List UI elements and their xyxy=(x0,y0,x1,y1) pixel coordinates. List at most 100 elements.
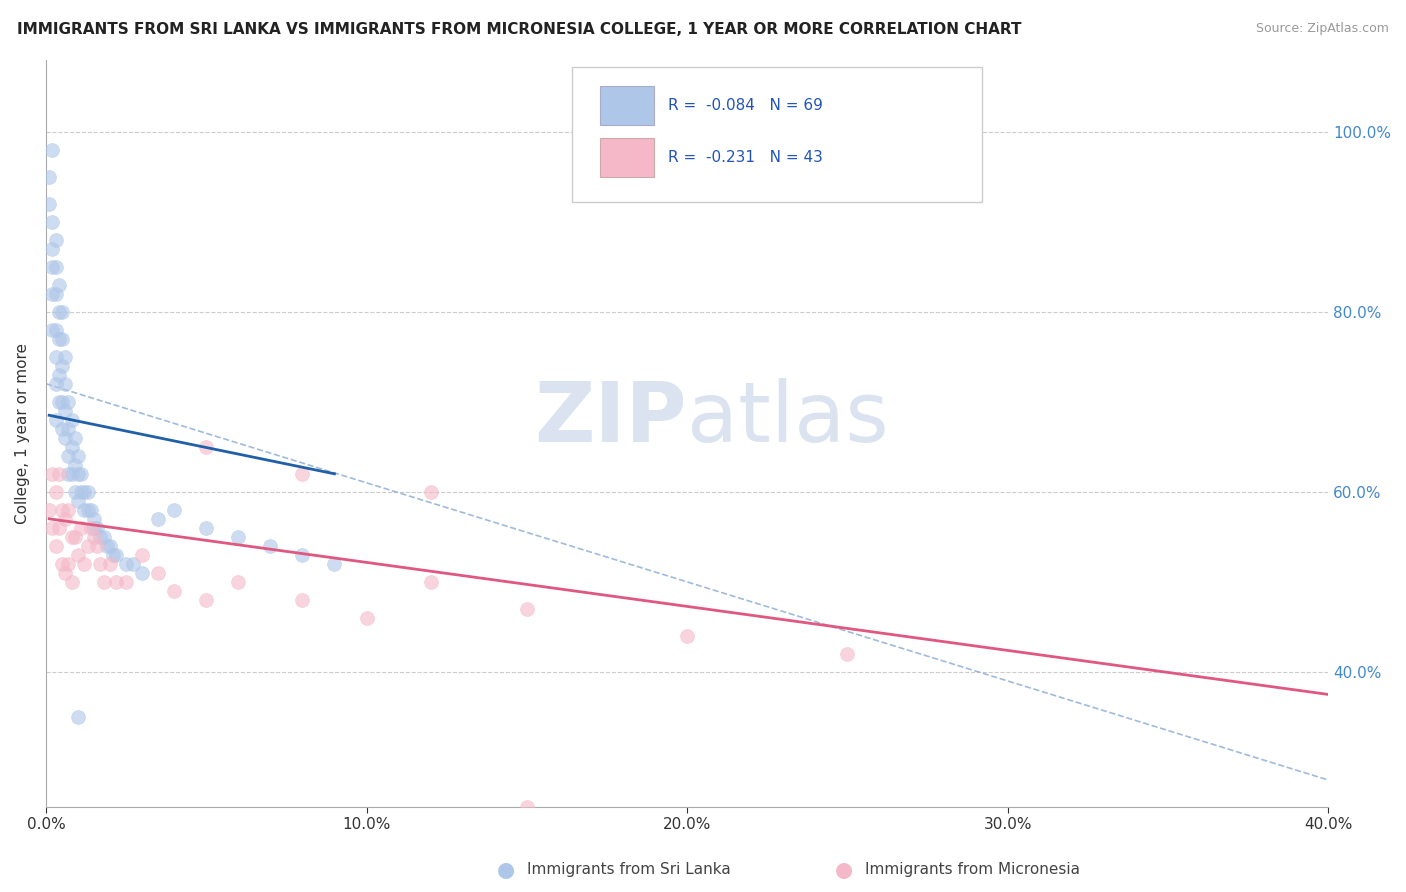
Point xyxy=(58,467,80,481)
Point xyxy=(115,557,138,571)
Point xyxy=(58,503,80,517)
Text: Immigrants from Sri Lanka: Immigrants from Sri Lanka xyxy=(527,863,731,877)
Point xyxy=(86,539,108,553)
Point xyxy=(45,323,67,337)
Point xyxy=(676,629,699,643)
Text: ●: ● xyxy=(835,860,852,880)
Point xyxy=(41,286,63,301)
Point xyxy=(105,574,128,589)
Point xyxy=(323,557,346,571)
Point xyxy=(103,548,125,562)
Point xyxy=(41,242,63,256)
Point xyxy=(60,413,83,427)
Point xyxy=(41,215,63,229)
Point xyxy=(53,350,76,364)
Point xyxy=(41,467,63,481)
Point xyxy=(76,484,98,499)
Point xyxy=(60,574,83,589)
Point xyxy=(226,530,249,544)
Point xyxy=(48,467,70,481)
Point xyxy=(45,484,67,499)
Point xyxy=(89,557,111,571)
Point xyxy=(51,557,73,571)
Point xyxy=(38,196,60,211)
Text: Immigrants from Micronesia: Immigrants from Micronesia xyxy=(865,863,1080,877)
Point xyxy=(89,530,111,544)
Text: R =  -0.084   N = 69: R = -0.084 N = 69 xyxy=(668,98,823,112)
Text: atlas: atlas xyxy=(688,378,889,458)
Point xyxy=(63,484,86,499)
Point xyxy=(98,557,121,571)
Point xyxy=(48,277,70,292)
Point xyxy=(48,304,70,318)
Point xyxy=(76,503,98,517)
Point xyxy=(63,431,86,445)
FancyBboxPatch shape xyxy=(600,86,654,125)
Point xyxy=(80,503,103,517)
Point xyxy=(66,548,89,562)
Point xyxy=(195,521,218,535)
Point xyxy=(93,530,115,544)
Point xyxy=(837,647,859,661)
Point xyxy=(53,376,76,391)
Point xyxy=(45,286,67,301)
Point xyxy=(83,521,105,535)
Point xyxy=(63,458,86,472)
Point xyxy=(58,394,80,409)
Point xyxy=(51,332,73,346)
Point xyxy=(60,530,83,544)
Point xyxy=(48,368,70,382)
Point xyxy=(38,169,60,184)
Point xyxy=(45,260,67,274)
Text: Source: ZipAtlas.com: Source: ZipAtlas.com xyxy=(1256,22,1389,36)
Point xyxy=(226,574,249,589)
Point xyxy=(41,260,63,274)
Point xyxy=(98,539,121,553)
Point xyxy=(83,530,105,544)
Point xyxy=(53,566,76,580)
Point xyxy=(66,467,89,481)
Point xyxy=(48,394,70,409)
Point xyxy=(45,413,67,427)
Point xyxy=(45,350,67,364)
Point xyxy=(259,539,281,553)
Point xyxy=(58,422,80,436)
Text: R =  -0.231   N = 43: R = -0.231 N = 43 xyxy=(668,150,823,165)
Point xyxy=(58,557,80,571)
Point xyxy=(105,548,128,562)
Point xyxy=(63,530,86,544)
Point xyxy=(48,521,70,535)
Point xyxy=(516,800,538,814)
Point xyxy=(41,323,63,337)
Point xyxy=(60,440,83,454)
Point xyxy=(53,404,76,418)
Point xyxy=(53,431,76,445)
FancyBboxPatch shape xyxy=(600,138,654,177)
Point xyxy=(66,710,89,724)
Point xyxy=(291,467,314,481)
Point xyxy=(121,557,143,571)
Point xyxy=(45,376,67,391)
Point xyxy=(83,512,105,526)
Point xyxy=(73,557,96,571)
Text: ZIP: ZIP xyxy=(534,378,688,458)
Point xyxy=(58,449,80,463)
Text: IMMIGRANTS FROM SRI LANKA VS IMMIGRANTS FROM MICRONESIA COLLEGE, 1 YEAR OR MORE : IMMIGRANTS FROM SRI LANKA VS IMMIGRANTS … xyxy=(17,22,1021,37)
Point xyxy=(93,574,115,589)
Point xyxy=(291,593,314,607)
Text: ●: ● xyxy=(498,860,515,880)
Point xyxy=(70,484,93,499)
Point xyxy=(51,503,73,517)
FancyBboxPatch shape xyxy=(572,67,981,202)
Point xyxy=(131,566,153,580)
Point xyxy=(419,574,441,589)
Point xyxy=(356,611,378,625)
Point xyxy=(38,503,60,517)
Point xyxy=(53,512,76,526)
Point xyxy=(70,467,93,481)
Point xyxy=(96,539,118,553)
Point xyxy=(419,484,441,499)
Point xyxy=(73,484,96,499)
Point xyxy=(86,521,108,535)
Point xyxy=(73,503,96,517)
